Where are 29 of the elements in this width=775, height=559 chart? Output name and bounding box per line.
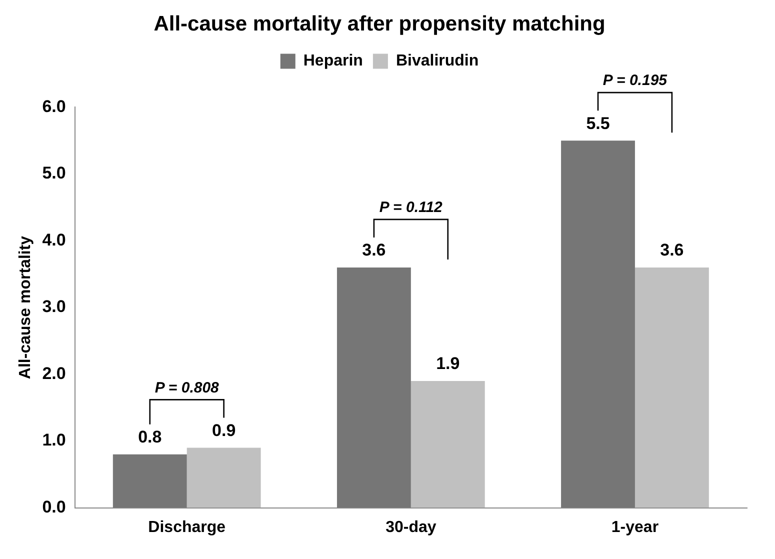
legend-label: Heparin (303, 52, 363, 70)
data-label: 0.9 (212, 420, 236, 440)
data-label: 0.8 (138, 428, 162, 447)
x-tick-label: Discharge (148, 518, 226, 536)
annotation: P = 0.808 (154, 379, 220, 396)
y-tick-label: 1.0 (42, 430, 66, 450)
y-axis-title: All-cause mortality (17, 236, 34, 380)
x-tick-label: 1-year (611, 518, 659, 536)
bar (112, 454, 187, 508)
y-tick-label: 5.0 (42, 164, 66, 183)
y-tick-label: 0.0 (42, 497, 66, 516)
bar (186, 448, 261, 508)
bar (336, 267, 411, 508)
data-label: 5.5 (586, 114, 610, 133)
chart-title: All-cause mortality after propensity matching (154, 12, 606, 36)
bar (561, 140, 635, 508)
text: P = 0.195 (602, 72, 668, 90)
data-label: 3.6 (362, 240, 386, 260)
annotation: P = 0.112 (379, 199, 444, 216)
y-tick-label: 3.0 (42, 297, 66, 316)
legend-label: Bivalirudin (396, 52, 479, 70)
bar (410, 380, 485, 508)
data-label: 3.6 (660, 240, 684, 260)
data-label: 1.9 (436, 354, 460, 374)
x-tick-label: 30-day (386, 518, 436, 536)
y-tick-label: 6.0 (42, 96, 66, 116)
y-tick-label: 2.0 (42, 364, 66, 383)
y-tick-label: 4.0 (42, 230, 66, 250)
bar (634, 267, 709, 508)
